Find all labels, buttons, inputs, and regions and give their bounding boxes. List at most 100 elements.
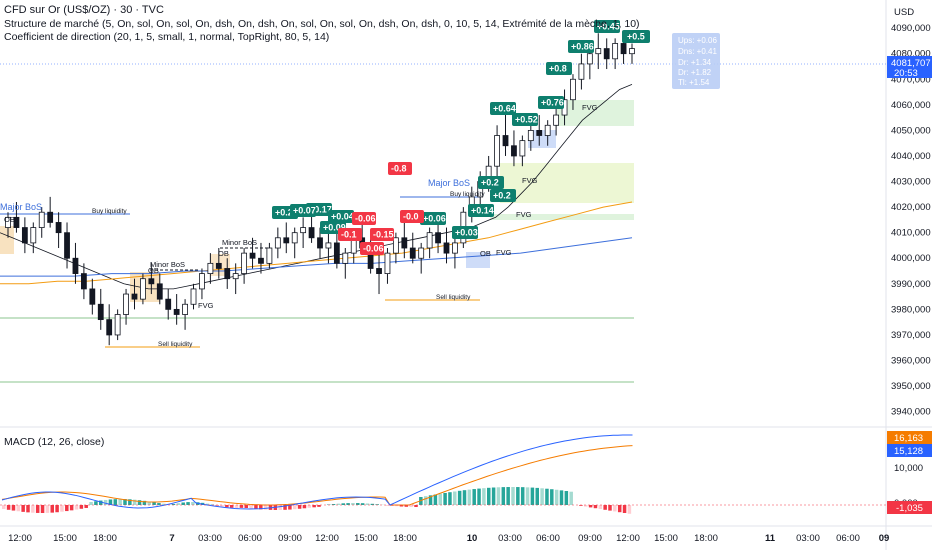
candle [123, 288, 129, 325]
macd-bar [627, 505, 632, 514]
direction-tag-up: +0.45 [594, 20, 620, 33]
macd-bar [506, 487, 510, 505]
time-tick: 15:00 [53, 533, 77, 544]
macd-legend[interactable]: MACD (12, 26, close) [4, 436, 105, 448]
fvg-label-4: FVG [516, 210, 532, 219]
chart-title[interactable]: CFD sur Or (US$/OZ) · 30 · TVC [4, 4, 164, 16]
macd-bar [176, 503, 181, 505]
macd-bar [540, 488, 544, 505]
countdown-value: 20:53 [894, 68, 918, 79]
time-tick: 12:00 [8, 533, 32, 544]
macd-bar [530, 487, 535, 505]
candle [291, 227, 298, 259]
candle [401, 222, 408, 259]
macd-bar [438, 493, 442, 505]
direction-tag-up: +0.04 [328, 210, 354, 223]
structure-lines [0, 63, 886, 383]
price-axis[interactable]: 4090,000 4080,000 4070,000 4060,000 4050,000… [891, 23, 931, 418]
macd-badge-orange: 16,163 [894, 433, 923, 444]
candle [38, 207, 45, 238]
macd-bar [60, 505, 64, 512]
macd-bar [254, 505, 258, 509]
time-axis[interactable]: 12:00 15:00 18:00 7 03:00 06:00 09:00 12:00 15:0… [8, 533, 889, 544]
candle [5, 212, 11, 238]
macd-bar [520, 487, 525, 505]
direction-tag-up: +0.76 [538, 96, 564, 109]
price-tick: 4060,000 [891, 100, 931, 111]
macd-bar [472, 489, 476, 505]
macd-lines [1, 434, 633, 510]
fvg-zone-1 [500, 163, 634, 203]
candle [308, 212, 315, 243]
direction-tags: +0.29 +0.17+0.04+0.09 +0.07 +0.06 +0.03 +0.14… [272, 20, 650, 255]
macd-bar [118, 499, 122, 505]
candle [553, 104, 560, 136]
macd-bar [356, 503, 360, 505]
candle [207, 253, 214, 284]
candle [300, 217, 307, 249]
macd-bar [69, 505, 74, 511]
candle [266, 242, 273, 269]
price-tick: 4020,000 [891, 202, 931, 213]
macd-bar [84, 505, 88, 508]
macd-bar [123, 499, 127, 505]
currency-label[interactable]: USD [894, 7, 914, 18]
macd-bar [365, 503, 370, 505]
direction-tag-up: +0.06 [420, 212, 446, 225]
candle [452, 237, 458, 269]
macd-bar [564, 491, 569, 505]
svg-text:+0.04: +0.04 [331, 212, 354, 222]
candle [384, 248, 391, 284]
time-tick: 03:00 [796, 533, 820, 544]
macd-bar [312, 505, 316, 508]
macd-bar [16, 505, 21, 512]
svg-text:+0.2: +0.2 [481, 178, 499, 188]
price-tick: 4030,000 [891, 177, 931, 188]
indicator-market-structure[interactable]: Structure de marché (5, On, sol, On, sol… [4, 18, 640, 30]
macd-bar [94, 501, 98, 505]
macd-bar [414, 505, 418, 507]
candle [283, 222, 290, 254]
direction-tag-down: -0.15 [370, 228, 394, 241]
svg-text:+0.03: +0.03 [455, 228, 478, 238]
svg-text:+0.07: +0.07 [293, 206, 316, 216]
price-tick: 4090,000 [891, 23, 931, 34]
fvg-label-3: FVG [582, 103, 598, 112]
series-line [0, 237, 633, 277]
candle [342, 248, 349, 279]
time-tick: 03:00 [198, 533, 222, 544]
macd-bar [89, 502, 93, 505]
direction-tag-down: -0.06 [352, 212, 376, 225]
macd-bar [234, 505, 239, 508]
time-tick: 09:00 [278, 533, 302, 544]
candle [215, 248, 222, 279]
macd-bar [297, 505, 302, 509]
macd-bar [293, 505, 297, 510]
candle [274, 227, 281, 259]
macd-bar [11, 505, 16, 511]
ob-label-3: OB [480, 249, 491, 258]
info-line-4: Dr: +1.82 [678, 68, 712, 77]
macd-bar [103, 499, 108, 505]
macd-bar [239, 505, 244, 508]
time-tick: 18:00 [93, 533, 117, 544]
macd-bar [147, 501, 151, 505]
macd-bar [487, 487, 491, 505]
macd-bar [433, 494, 438, 505]
buy-liquidity-label: Buy liquidity [92, 208, 127, 215]
macd-histogram [2, 487, 632, 514]
candle [148, 263, 155, 295]
macd-bar [608, 505, 612, 511]
indicator-direction-coefficient[interactable]: Coefficient de direction (20, 1, 5, smal… [4, 31, 330, 43]
svg-text:+0.14: +0.14 [471, 206, 494, 216]
direction-tag-up: +0.64 [490, 102, 516, 115]
macd-bar [409, 505, 413, 507]
macd-bar [535, 487, 539, 505]
svg-text:+0.2: +0.2 [493, 191, 511, 201]
candle [114, 309, 121, 341]
macd-bar [477, 488, 481, 505]
macd-bar [511, 487, 515, 505]
macd-bar [45, 505, 50, 513]
fvg-zone-3 [490, 214, 634, 220]
